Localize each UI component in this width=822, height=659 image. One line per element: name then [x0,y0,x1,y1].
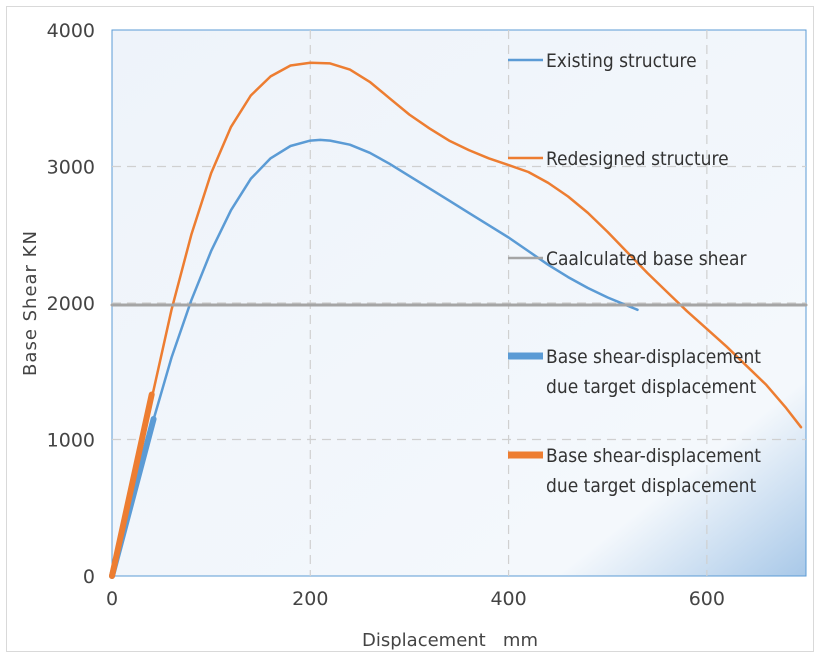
y-tick-label: 2000 [47,293,95,315]
x-axis-title: Displacement mm [362,630,538,651]
gridlines [112,30,806,576]
legend-label: Base shear-displacement [546,445,761,467]
y-axis-title: Base Shear KN [20,230,41,376]
legend-label: Base shear-displacement [546,346,761,368]
series-line-2 [110,61,803,578]
x-tick-label: 400 [490,588,526,610]
legend-label: due target displacement [546,475,757,497]
x-tick-label: 200 [292,588,328,610]
legend-label: due target displacement [546,376,757,398]
x-tick-label: 600 [689,588,725,610]
series-layer [109,61,808,579]
x-tick-labels: 0 200 400 600 [106,588,725,610]
y-tick-label: 3000 [47,157,95,179]
y-tick-label: 4000 [47,20,95,42]
series-line-5 [109,391,155,579]
series-line-1 [110,138,639,578]
legend-label: Caalculated base shear [546,248,748,270]
legend-item-1: Existing structure [508,50,697,72]
x-tick-label: 0 [106,588,118,610]
legend-item-2: Redesigned structure [508,148,729,170]
chart-frame [6,6,814,652]
legend: Existing structure Redesigned structure Ca… [508,50,761,497]
y-tick-label: 0 [83,566,95,588]
legend-label: Redesigned structure [546,148,729,170]
legend-label: Existing structure [546,50,697,72]
legend-item-4: Base shear-displacement due target displa… [508,346,761,398]
legend-item-5: Base shear-displacement due target displa… [508,445,761,497]
legend-item-3: Caalculated base shear [508,248,748,270]
y-tick-labels: 0 1000 2000 3000 4000 [47,20,95,588]
y-tick-label: 1000 [47,430,95,452]
